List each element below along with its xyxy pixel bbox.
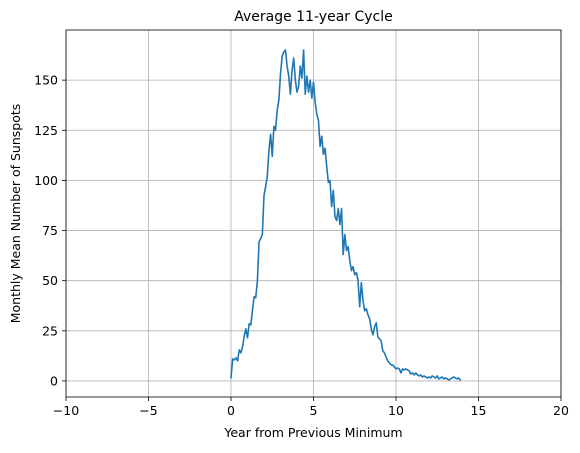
y-tick-label: 75 xyxy=(42,223,58,238)
x-axis-label: Year from Previous Minimum xyxy=(223,425,402,440)
x-tick-label: −5 xyxy=(139,403,157,418)
y-axis: 0 25 50 75 100 125 150 xyxy=(34,73,66,388)
y-tick-label: 50 xyxy=(42,273,58,288)
y-tick-label: 150 xyxy=(34,73,58,88)
x-tick-label: 5 xyxy=(310,403,318,418)
x-tick-label: 15 xyxy=(471,403,487,418)
x-tick-label: 10 xyxy=(388,403,404,418)
chart-title: Average 11-year Cycle xyxy=(234,9,393,25)
grid xyxy=(65,30,562,397)
y-tick-label: 25 xyxy=(42,323,58,338)
y-tick-label: 0 xyxy=(50,373,58,388)
x-tick-label: 20 xyxy=(553,403,569,418)
series-line xyxy=(230,49,462,381)
x-tick-label: −10 xyxy=(53,403,79,418)
x-tick-label: 0 xyxy=(227,403,235,418)
y-axis-label: Monthly Mean Number of Sunspots xyxy=(8,104,23,324)
y-tick-label: 125 xyxy=(34,123,58,138)
y-tick-label: 100 xyxy=(34,173,58,188)
plot-area xyxy=(230,49,462,381)
x-axis: −10 −5 0 5 10 15 20 xyxy=(53,397,569,418)
